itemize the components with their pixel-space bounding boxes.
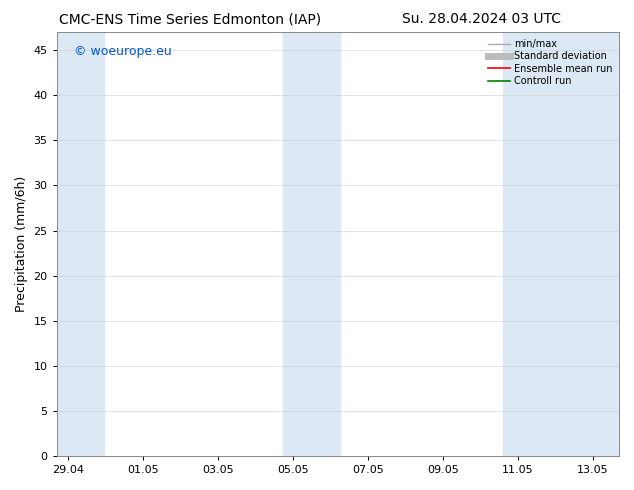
Y-axis label: Precipitation (mm/6h): Precipitation (mm/6h) (15, 176, 28, 312)
Bar (56, 32, 103, 456)
Text: CMC-ENS Time Series Edmonton (IAP): CMC-ENS Time Series Edmonton (IAP) (59, 12, 321, 26)
Bar (283, 32, 340, 456)
Text: Su. 28.04.2024 03 UTC: Su. 28.04.2024 03 UTC (403, 12, 561, 26)
Legend: min/max, Standard deviation, Ensemble mean run, Controll run: min/max, Standard deviation, Ensemble me… (486, 37, 614, 88)
Bar (503, 32, 619, 456)
Text: © woeurope.eu: © woeurope.eu (74, 45, 171, 58)
